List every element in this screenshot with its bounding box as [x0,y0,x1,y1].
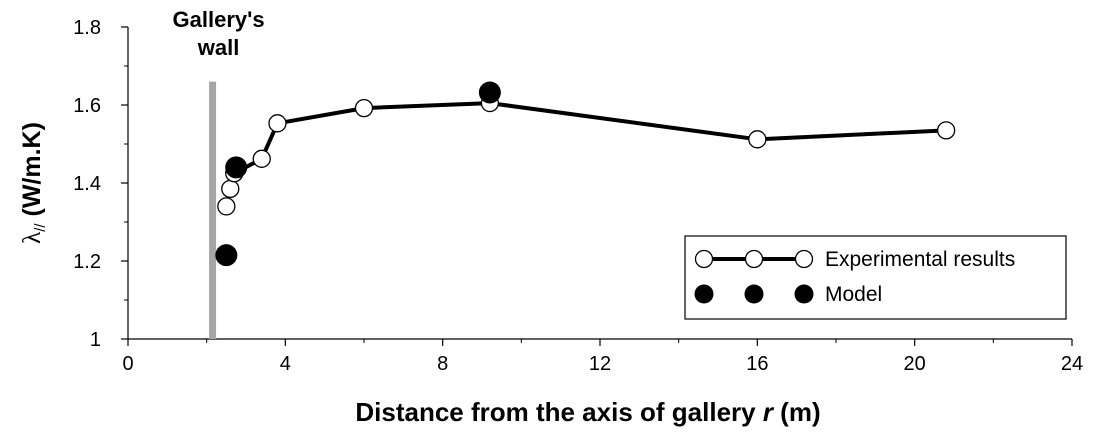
legend: Experimental results Model [684,235,1067,320]
experimental-point [354,98,374,118]
wall-label-line-1: Gallery's [173,7,265,32]
axis-ticks [121,26,1073,346]
x-tick-label: 24 [1061,353,1083,375]
model-point [225,156,248,179]
x-tick-label: 20 [904,353,926,375]
x-axis-title-unit: (m) [773,397,821,427]
experimental-point [217,197,236,216]
experimental-point [936,121,956,140]
x-tick-label: 4 [280,353,291,375]
x-tick-label: 8 [437,353,448,375]
y-axis-title: λ// (W/m.K) [18,122,49,244]
x-axis-title-prefix: Distance from the axis of gallery [355,397,762,427]
model-point [215,244,238,267]
legend-items: Experimental results Model [694,248,1015,306]
y-axis-title-unit: (W/m.K) [18,122,46,223]
y-tick-label: 1 [90,329,101,351]
legend-experimental-marker [744,249,764,269]
experimental-point [268,114,287,133]
x-axis-title: Distance from the axis of gallery r (m) [355,397,820,427]
x-tick-label: 16 [746,353,768,375]
legend-experimental-marker [694,249,714,269]
x-tick-label: 0 [122,353,133,375]
wall-label-line-2: wall [197,35,240,60]
experimental-point [252,149,271,168]
experimental-point [748,130,767,149]
y-tick-label: 1.4 [73,173,101,195]
legend-model-marker [694,284,714,304]
y-tick-label: 1.6 [73,95,101,117]
legend-label: Model [825,283,882,306]
legend-box [684,235,1067,320]
y-axis-title-subscript: // [32,223,49,232]
plot-marks [215,81,956,267]
experimental-point [221,179,240,199]
y-tick-label: 1.2 [73,251,101,273]
legend-label: Experimental results [825,248,1015,271]
legend-experimental-marker [794,249,814,269]
experimental-line [224,101,947,207]
legend-model-marker [744,284,764,304]
model-point [478,81,501,104]
legend-model-marker [794,284,814,304]
x-tick-label: 12 [589,353,611,375]
y-tick-labels: 1 1.2 1.4 1.6 1.8 [73,17,101,351]
x-axis-title-variable: r [763,397,775,427]
y-tick-label: 1.8 [73,17,101,39]
y-axis-title-symbol: λ [19,232,46,244]
x-tick-labels: 0 4 8 12 16 20 24 [122,353,1083,375]
